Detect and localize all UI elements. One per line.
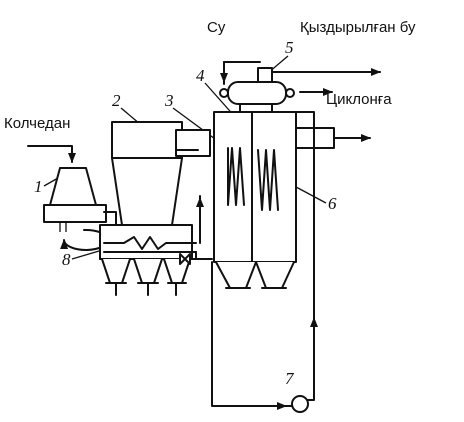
cyclone-outlet xyxy=(295,127,371,149)
label-to-cyclone: Циклонға xyxy=(326,91,392,108)
roasting-furnace xyxy=(99,224,193,296)
furnace-cooling-coil xyxy=(103,236,197,250)
callout-7: 7 xyxy=(285,369,295,388)
furnace-bunker xyxy=(111,121,183,226)
evaporator-coil xyxy=(227,147,245,206)
superheater-coil xyxy=(257,149,279,211)
label-water: Су xyxy=(207,19,226,36)
callout-1: 1 xyxy=(34,177,43,196)
callout-4: 4 xyxy=(196,66,205,85)
callout-3: 3 xyxy=(164,91,174,110)
gas-duct xyxy=(175,129,211,157)
pyrite-feed-arrow xyxy=(27,145,76,163)
callout-6: 6 xyxy=(328,194,337,213)
circulation-loop xyxy=(211,111,318,410)
label-pyrite-feed: Колчедан xyxy=(4,115,70,132)
valve xyxy=(179,251,213,265)
label-superheated-steam: Қыздырылған бу xyxy=(300,19,416,36)
waste-heat-boiler xyxy=(213,111,297,289)
circulation-pump xyxy=(291,395,309,413)
callout-5: 5 xyxy=(285,38,294,57)
callout-2: 2 xyxy=(112,91,121,110)
steam-drum xyxy=(219,67,295,105)
callout-8: 8 xyxy=(62,250,71,269)
